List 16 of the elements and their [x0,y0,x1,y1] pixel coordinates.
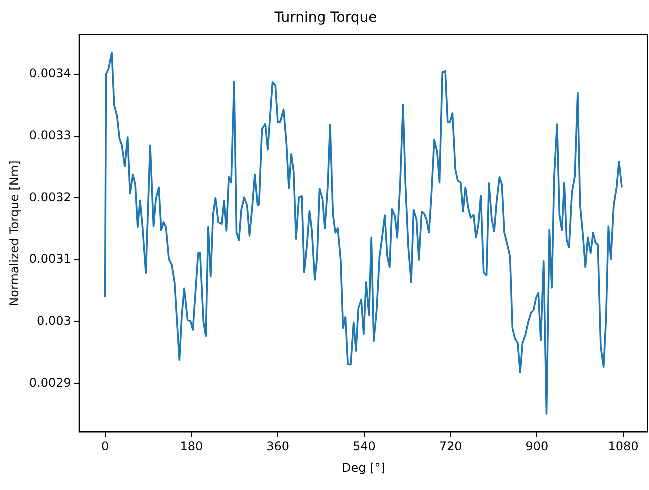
y-tick-label: 0.0029 [29,376,72,390]
x-tick-label: 1080 [608,440,639,454]
x-tick-label: 540 [352,440,376,454]
y-tick-label: 0.0032 [29,190,72,204]
x-tick-label: 180 [180,440,204,454]
x-tick-label: 360 [266,440,290,454]
y-tick-label: 0.003 [37,314,72,328]
y-tick-label: 0.0034 [29,66,72,81]
x-axis-title: Deg [°] [342,460,386,475]
y-axis-title: Normalized Torque [Nm] [7,160,22,306]
y-tick-label: 0.0031 [29,252,72,266]
x-tick-label: 0 [101,440,110,454]
x-tick-label: 900 [526,440,549,454]
chart-title: Turning Torque [274,10,378,26]
x-tick-label: 720 [439,440,462,454]
y-tick-label: 0.0033 [29,128,72,142]
